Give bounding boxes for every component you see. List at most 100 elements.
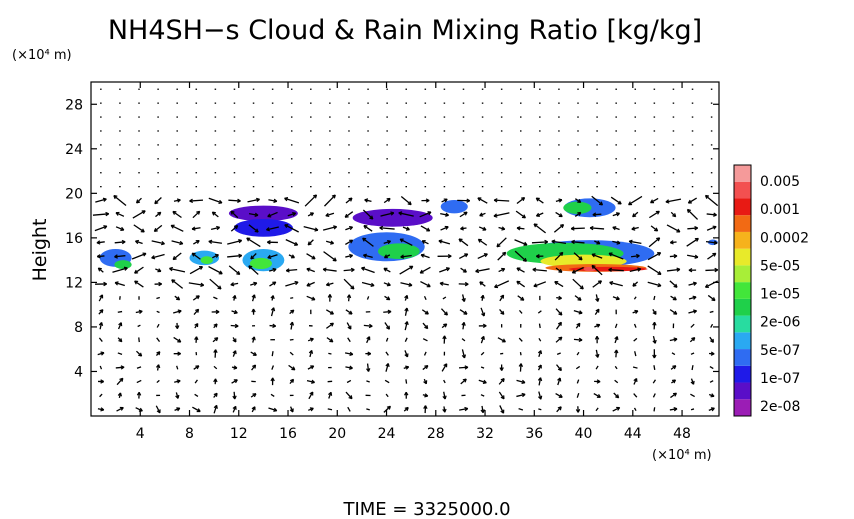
wind-arrow: [345, 253, 354, 259]
wind-arrow: [459, 309, 468, 315]
wind-arrow: [608, 252, 624, 260]
x-tick-label: 32: [476, 426, 494, 442]
wind-arrow: [115, 226, 125, 231]
wind-arrow: [458, 281, 469, 287]
wind-arrow: [609, 280, 623, 287]
wind-arrow: [499, 364, 504, 371]
y-tick-label: 24: [65, 142, 83, 158]
wind-arrow: [289, 309, 295, 315]
wind-arrow: [173, 336, 182, 343]
wind-arrow: [442, 406, 447, 413]
wind-arrow: [136, 391, 142, 399]
colorbar-segment: [734, 365, 751, 383]
wind-arrow: [554, 251, 564, 261]
wind-arrow: [440, 225, 449, 231]
wind-arrow: [361, 281, 375, 288]
y-tick-label: 4: [74, 364, 83, 380]
wind-arrow: [538, 337, 542, 342]
field-region-10: [377, 243, 420, 260]
wind-vectors: [92, 88, 719, 414]
wind-arrow: [517, 295, 525, 301]
wind-arrow: [458, 238, 469, 247]
wind-arrow: [706, 212, 717, 217]
wind-arrow: [307, 212, 315, 217]
wind-arrow: [573, 252, 583, 261]
wind-arrow: [172, 210, 182, 219]
wind-arrow: [536, 254, 544, 259]
wind-arrow: [250, 351, 257, 356]
wind-arrow: [212, 337, 219, 343]
wind-arrow: [154, 197, 162, 205]
wind-arrow: [669, 240, 677, 245]
wind-arrow: [135, 309, 143, 314]
wind-arrow: [306, 267, 315, 273]
wind-arrow: [649, 210, 660, 219]
wind-arrow: [404, 294, 409, 301]
wind-arrow: [493, 212, 510, 218]
wind-arrow: [117, 310, 123, 313]
wind-arrow: [555, 392, 563, 398]
wind-arrow: [419, 266, 431, 274]
wind-arrow: [231, 309, 238, 315]
wind-arrow: [595, 349, 600, 358]
wind-arrow: [595, 365, 599, 370]
wind-arrow: [251, 308, 256, 315]
wind-arrow: [633, 407, 637, 412]
field-region-4: [228, 205, 298, 222]
wind-arrow: [614, 349, 619, 358]
wind-arrow: [652, 379, 657, 384]
wind-arrow: [213, 404, 218, 414]
wind-arrow: [135, 350, 143, 357]
wind-arrow: [707, 294, 716, 302]
wind-arrow: [403, 365, 410, 370]
wind-arrow: [306, 281, 315, 287]
wind-arrow: [115, 211, 125, 217]
wind-arrow: [442, 296, 447, 300]
wind-arrow: [155, 211, 162, 218]
wind-arrow: [690, 352, 695, 355]
wind-arrow: [555, 321, 562, 330]
wind-arrow: [612, 406, 621, 412]
wind-arrow: [232, 295, 237, 301]
x-unit-label: (×10⁴ m): [652, 448, 712, 463]
wind-arrow: [366, 336, 371, 344]
wind-arrow: [705, 267, 719, 273]
wind-arrow: [441, 363, 448, 372]
wind-arrow: [404, 391, 409, 399]
wind-arrow: [610, 196, 622, 205]
wind-arrow: [556, 295, 562, 301]
wind-arrow: [403, 406, 409, 412]
wind-arrow: [575, 322, 581, 329]
wind-arrow: [595, 294, 600, 302]
wind-arrow: [688, 281, 697, 286]
wind-arrow: [193, 239, 200, 245]
wind-arrow: [555, 308, 563, 316]
wind-arrow: [480, 335, 485, 344]
wind-arrow: [345, 225, 354, 231]
wind-arrow: [535, 197, 544, 204]
x-tick-label: 4: [136, 426, 145, 442]
wind-arrow: [576, 392, 580, 398]
wind-arrow: [405, 379, 408, 384]
wind-arrow: [652, 321, 657, 330]
wind-arrow: [458, 253, 469, 260]
wind-arrow: [459, 211, 468, 218]
wind-arrow: [666, 267, 681, 272]
wind-arrow: [460, 226, 467, 231]
wind-arrow: [557, 377, 562, 386]
x-tick-label: 20: [328, 426, 346, 442]
wind-arrow: [385, 337, 389, 342]
wind-arrow: [94, 225, 108, 232]
wind-arrow: [575, 365, 581, 370]
wind-arrow: [323, 251, 337, 262]
wind-arrow: [709, 351, 715, 356]
colorbar-segment: [734, 282, 751, 299]
colorbar-label: 0.005: [760, 174, 800, 190]
wind-arrow: [480, 405, 485, 414]
wind-arrow: [366, 408, 370, 411]
wind-arrow: [251, 406, 256, 413]
colorbar-label: 5e-05: [760, 258, 800, 274]
wind-arrow: [519, 351, 522, 356]
wind-arrow: [480, 394, 485, 397]
wind-arrow: [686, 208, 699, 220]
